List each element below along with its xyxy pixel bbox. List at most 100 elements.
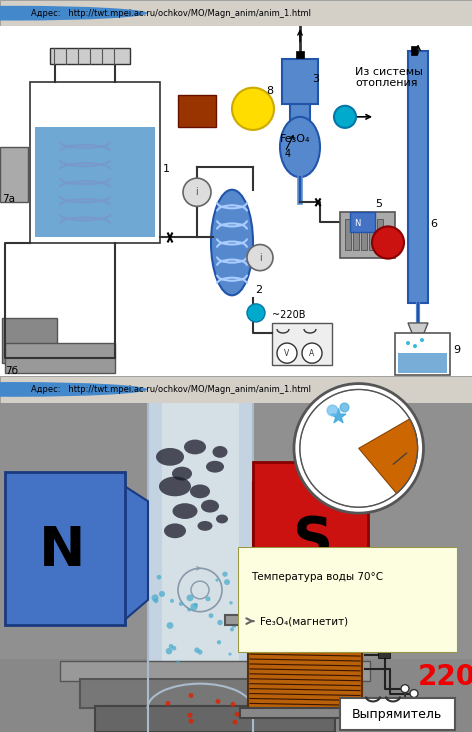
Circle shape	[177, 660, 179, 663]
Circle shape	[152, 594, 159, 602]
Ellipse shape	[172, 503, 197, 519]
Text: ~220В: ~220В	[272, 310, 305, 320]
Circle shape	[232, 88, 274, 130]
Circle shape	[239, 586, 244, 591]
Text: Fe₃O₄: Fe₃O₄	[280, 134, 311, 144]
Ellipse shape	[190, 485, 210, 498]
Circle shape	[215, 578, 219, 582]
Circle shape	[228, 652, 232, 656]
Bar	[178, 94, 216, 127]
Polygon shape	[408, 323, 428, 338]
Bar	[35, 127, 155, 237]
Circle shape	[166, 701, 170, 706]
Circle shape	[247, 244, 273, 271]
Bar	[340, 698, 455, 730]
Circle shape	[420, 338, 424, 342]
Point	[334, 410, 342, 422]
Circle shape	[194, 647, 200, 653]
Circle shape	[230, 627, 234, 632]
Bar	[398, 353, 447, 373]
Ellipse shape	[206, 460, 224, 473]
Circle shape	[209, 613, 213, 618]
Text: N: N	[354, 219, 360, 228]
Text: 2: 2	[255, 285, 262, 295]
Circle shape	[372, 226, 404, 258]
Ellipse shape	[294, 384, 423, 513]
Circle shape	[186, 594, 194, 601]
Bar	[282, 59, 318, 104]
Circle shape	[277, 343, 297, 363]
Bar	[95, 706, 335, 732]
Text: 220: 220	[418, 662, 472, 691]
Bar	[296, 51, 304, 58]
Text: 7б: 7б	[5, 366, 18, 376]
Circle shape	[0, 6, 147, 20]
Bar	[340, 212, 395, 258]
Circle shape	[406, 341, 410, 345]
Circle shape	[413, 344, 417, 348]
Bar	[225, 615, 385, 624]
Text: 4: 4	[285, 149, 291, 159]
Ellipse shape	[280, 117, 320, 177]
Ellipse shape	[159, 477, 191, 496]
Text: A: A	[309, 348, 315, 358]
Wedge shape	[359, 419, 418, 493]
Circle shape	[169, 644, 173, 649]
Bar	[239, 403, 253, 732]
Text: 5: 5	[375, 199, 382, 209]
Circle shape	[217, 620, 223, 625]
Circle shape	[224, 579, 230, 585]
Circle shape	[170, 599, 174, 603]
Bar	[353, 220, 359, 250]
Bar	[253, 462, 368, 615]
Circle shape	[216, 699, 220, 704]
Circle shape	[159, 591, 165, 597]
Circle shape	[232, 623, 236, 628]
Bar	[30, 82, 160, 242]
Text: 7а: 7а	[2, 194, 15, 204]
Ellipse shape	[172, 467, 192, 480]
Ellipse shape	[156, 448, 184, 466]
Circle shape	[205, 597, 211, 602]
Circle shape	[197, 649, 202, 654]
Circle shape	[229, 601, 233, 605]
Text: Fe₃O₄(магнетит): Fe₃O₄(магнетит)	[261, 616, 348, 626]
Circle shape	[172, 646, 177, 651]
Point	[340, 401, 348, 413]
Bar	[240, 612, 370, 621]
Text: i: i	[195, 187, 198, 197]
Circle shape	[187, 713, 193, 717]
Circle shape	[153, 599, 159, 603]
Circle shape	[183, 178, 211, 206]
Bar	[5, 471, 125, 624]
Circle shape	[167, 622, 173, 629]
Bar	[395, 333, 450, 376]
Ellipse shape	[197, 521, 212, 531]
Circle shape	[187, 608, 191, 611]
Bar	[248, 621, 362, 710]
Bar	[411, 46, 417, 54]
Bar	[0, 147, 28, 202]
Circle shape	[217, 640, 221, 644]
Bar	[148, 403, 162, 732]
Text: 3: 3	[312, 74, 319, 83]
Circle shape	[188, 693, 194, 698]
Text: 9: 9	[453, 345, 460, 355]
Circle shape	[247, 304, 265, 322]
Text: Из системы
отопления: Из системы отопления	[355, 67, 423, 88]
Text: Температура воды 70°C: Температура воды 70°C	[252, 572, 384, 581]
Circle shape	[401, 684, 409, 692]
Bar	[272, 323, 332, 365]
Circle shape	[190, 603, 198, 610]
Circle shape	[157, 575, 161, 580]
Bar	[148, 403, 253, 732]
Bar	[290, 104, 310, 134]
Circle shape	[242, 619, 248, 624]
Circle shape	[233, 720, 237, 725]
Circle shape	[302, 343, 322, 363]
Bar	[50, 48, 130, 64]
Bar	[408, 51, 428, 303]
Circle shape	[179, 602, 183, 606]
Text: Выпрямитель: Выпрямитель	[352, 708, 442, 721]
Text: Адрес:   http://twt.mpei.ac.ru/ochkov/MO/Magn_anim/anim_1.html: Адрес: http://twt.mpei.ac.ru/ochkov/MO/M…	[31, 385, 311, 394]
